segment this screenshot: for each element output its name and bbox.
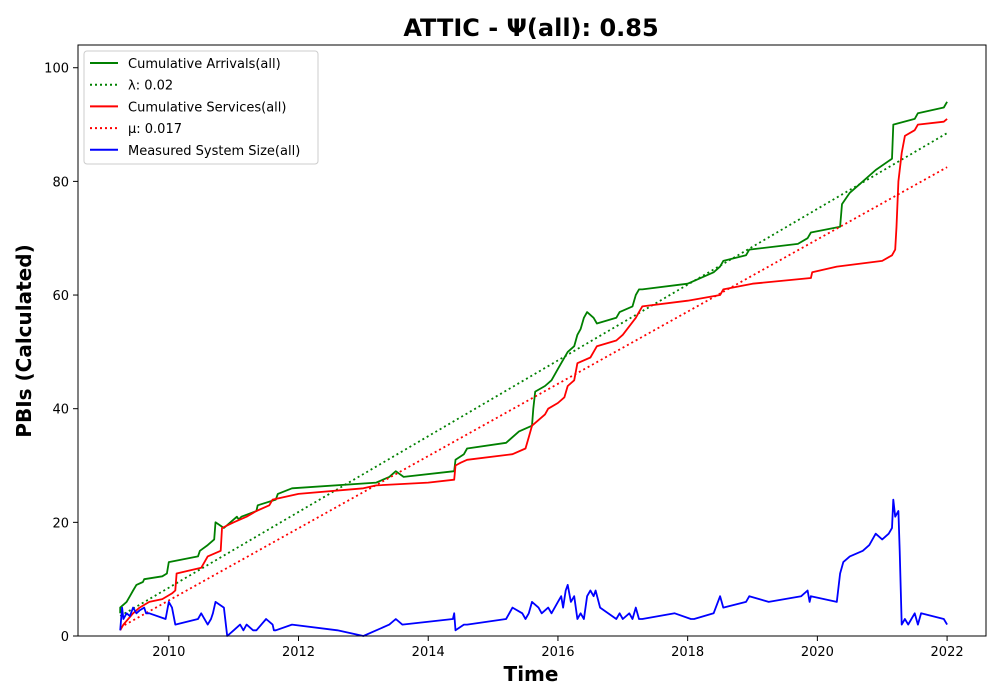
legend-box (83, 50, 319, 165)
x-tick-label: 2012 (282, 645, 315, 660)
legend-entry-label: μ: 0.017 (128, 122, 182, 137)
y-axis-label: PBIs (Calculated) (12, 244, 36, 437)
legend-entry-label: Measured System Size(all) (128, 144, 300, 159)
x-tick-label: 2018 (671, 645, 704, 660)
x-tick-label: 2020 (801, 645, 834, 660)
x-tick-label: 2014 (412, 645, 445, 660)
x-tick-label: 2022 (931, 645, 964, 660)
series-line-measured-system-size-all (119, 498, 948, 637)
legend-entry-label: Cumulative Services(all) (128, 100, 286, 115)
x-axis-label: Time (504, 662, 559, 686)
legend-entry-label: Cumulative Arrivals(all) (128, 57, 281, 72)
y-tick-label: 60 (52, 289, 69, 304)
legend: Cumulative Arrivals(all) λ: 0.02 Cumulativ… (83, 50, 319, 165)
chart-title: ATTIC - Ψ(all): 0.85 (403, 14, 658, 42)
y-axis-ticks: 0 20 40 60 80 100 (44, 62, 78, 645)
series-line-cumulative-services-all (119, 118, 948, 631)
plot-lines (119, 101, 948, 637)
y-tick-label: 100 (44, 62, 69, 77)
series-line-cumulative-arrivals-all (119, 101, 948, 614)
y-tick-label: 80 (52, 175, 69, 190)
y-tick-label: 40 (52, 403, 69, 418)
x-tick-label: 2016 (541, 645, 574, 660)
x-tick-label: 2010 (152, 645, 185, 660)
y-tick-label: 0 (61, 630, 69, 645)
plot-frame (77, 44, 987, 637)
x-axis-ticks: 2010 2012 2014 2016 2018 2020 2022 (152, 636, 964, 660)
y-tick-label: 20 (52, 516, 69, 531)
legend-entry-label: λ: 0.02 (128, 79, 173, 94)
